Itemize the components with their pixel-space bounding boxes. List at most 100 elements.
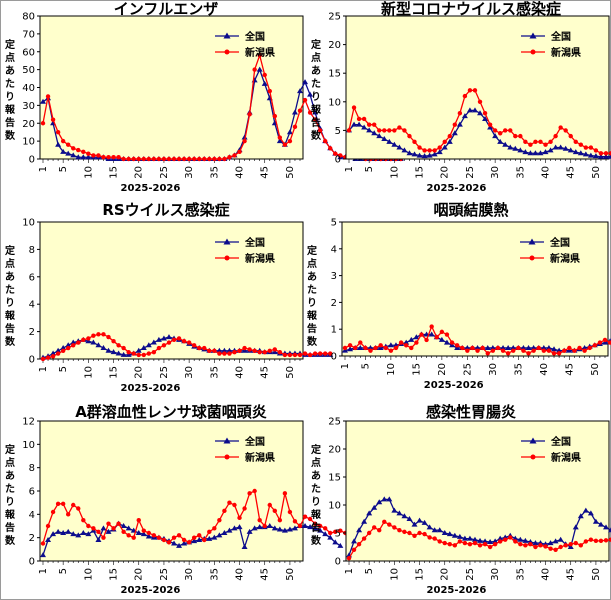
x-tick-label: 15	[415, 568, 426, 581]
data-point-niigata	[111, 155, 116, 160]
data-point-niigata	[548, 546, 553, 551]
y-axis-label-char: 点	[307, 257, 317, 270]
data-point-niigata	[518, 542, 523, 547]
data-point-national	[307, 524, 314, 530]
data-point-national	[446, 531, 453, 537]
data-point-niigata	[252, 488, 257, 494]
y-tick-label: 5	[335, 126, 341, 137]
data-point-niigata	[101, 332, 106, 337]
x-tick-label: 45	[564, 363, 575, 376]
x-tick-label: 40	[541, 166, 552, 179]
data-point-niigata	[533, 139, 538, 145]
y-axis-label-char: あ	[311, 64, 321, 77]
data-point-national	[165, 334, 172, 340]
data-point-national	[251, 525, 258, 531]
data-point-niigata	[146, 351, 152, 356]
data-point-national	[547, 540, 554, 546]
data-point-niigata	[207, 529, 212, 535]
y-tick-label: 2	[29, 533, 35, 544]
data-point-niigata	[307, 110, 313, 115]
data-point-niigata	[292, 124, 298, 130]
x-tick-label: 30	[488, 363, 499, 376]
data-point-national	[381, 135, 388, 141]
x-tick-label: 20	[134, 366, 145, 379]
data-point-niigata	[407, 530, 412, 536]
data-point-national	[431, 151, 438, 157]
data-point-national	[471, 107, 478, 113]
data-point-national	[105, 347, 112, 353]
y-axis-label-char: 告	[5, 322, 15, 335]
data-point-niigata	[282, 142, 288, 147]
y-tick-label: 70	[22, 29, 35, 40]
data-point-niigata	[232, 502, 237, 508]
data-point-niigata	[307, 352, 313, 358]
x-tick-label: 10	[83, 568, 94, 581]
data-point-niigata	[317, 351, 323, 356]
data-point-niigata	[358, 340, 363, 345]
data-point-niigata	[607, 340, 611, 345]
data-point-niigata	[96, 153, 101, 158]
data-point-niigata	[81, 149, 86, 155]
x-tick-label: 15	[109, 568, 120, 581]
data-point-niigata	[346, 556, 352, 561]
data-point-national	[451, 532, 458, 538]
data-point-national	[471, 536, 478, 542]
x-tick-label: 10	[83, 366, 94, 379]
data-point-national	[266, 523, 273, 528]
data-point-niigata	[553, 547, 558, 552]
legend-marker	[224, 49, 230, 55]
data-point-national	[80, 530, 87, 535]
data-point-niigata	[50, 354, 56, 359]
data-point-niigata	[497, 131, 503, 136]
data-point-national	[271, 525, 278, 531]
legend-marker	[529, 255, 535, 261]
data-point-national	[332, 539, 339, 545]
y-axis-label-char: 数	[311, 129, 322, 142]
series-line-niigata	[42, 333, 331, 360]
data-point-niigata	[65, 142, 71, 147]
y-axis-label-char: 定	[5, 244, 15, 257]
data-point-niigata	[176, 336, 182, 341]
data-point-niigata	[131, 156, 136, 162]
data-point-niigata	[521, 348, 526, 353]
data-point-niigata	[377, 128, 382, 133]
y-axis-label-char: 告	[5, 116, 15, 129]
data-point-niigata	[516, 345, 521, 351]
data-point-niigata	[222, 156, 227, 162]
data-point-national	[443, 339, 450, 345]
data-point-national	[547, 147, 554, 153]
data-point-national	[351, 121, 358, 127]
data-point-niigata	[86, 151, 91, 156]
data-point-niigata	[503, 537, 508, 542]
data-point-niigata	[151, 156, 157, 162]
data-point-niigata	[482, 111, 488, 116]
data-point-niigata	[409, 345, 414, 351]
data-point-niigata	[322, 351, 328, 356]
data-point-national	[80, 154, 87, 160]
data-point-niigata	[470, 345, 475, 351]
y-axis-label-char: あ	[307, 270, 317, 283]
data-point-national	[408, 336, 415, 342]
data-point-national	[512, 145, 519, 151]
x-tick-label: 30	[184, 366, 195, 379]
data-point-niigata	[141, 528, 146, 533]
data-point-national	[317, 527, 324, 533]
data-point-niigata	[287, 509, 293, 515]
data-point-niigata	[602, 337, 608, 343]
data-point-national	[40, 98, 46, 104]
data-point-national	[387, 342, 394, 348]
x-tick-label: 1	[344, 166, 355, 172]
y-tick-label: 0	[335, 155, 341, 166]
data-point-niigata	[202, 345, 207, 351]
y-tick-label: 4	[29, 300, 35, 311]
data-point-national	[477, 537, 484, 543]
chart-title: A群溶血性レンサ球菌咽頭炎	[75, 403, 267, 421]
data-point-niigata	[462, 540, 468, 546]
data-point-niigata	[106, 155, 111, 160]
data-point-niigata	[533, 544, 538, 550]
data-point-national	[441, 530, 448, 535]
plot-area	[39, 15, 304, 160]
data-point-national	[587, 152, 594, 158]
data-point-niigata	[227, 351, 232, 356]
data-point-national	[572, 149, 579, 155]
